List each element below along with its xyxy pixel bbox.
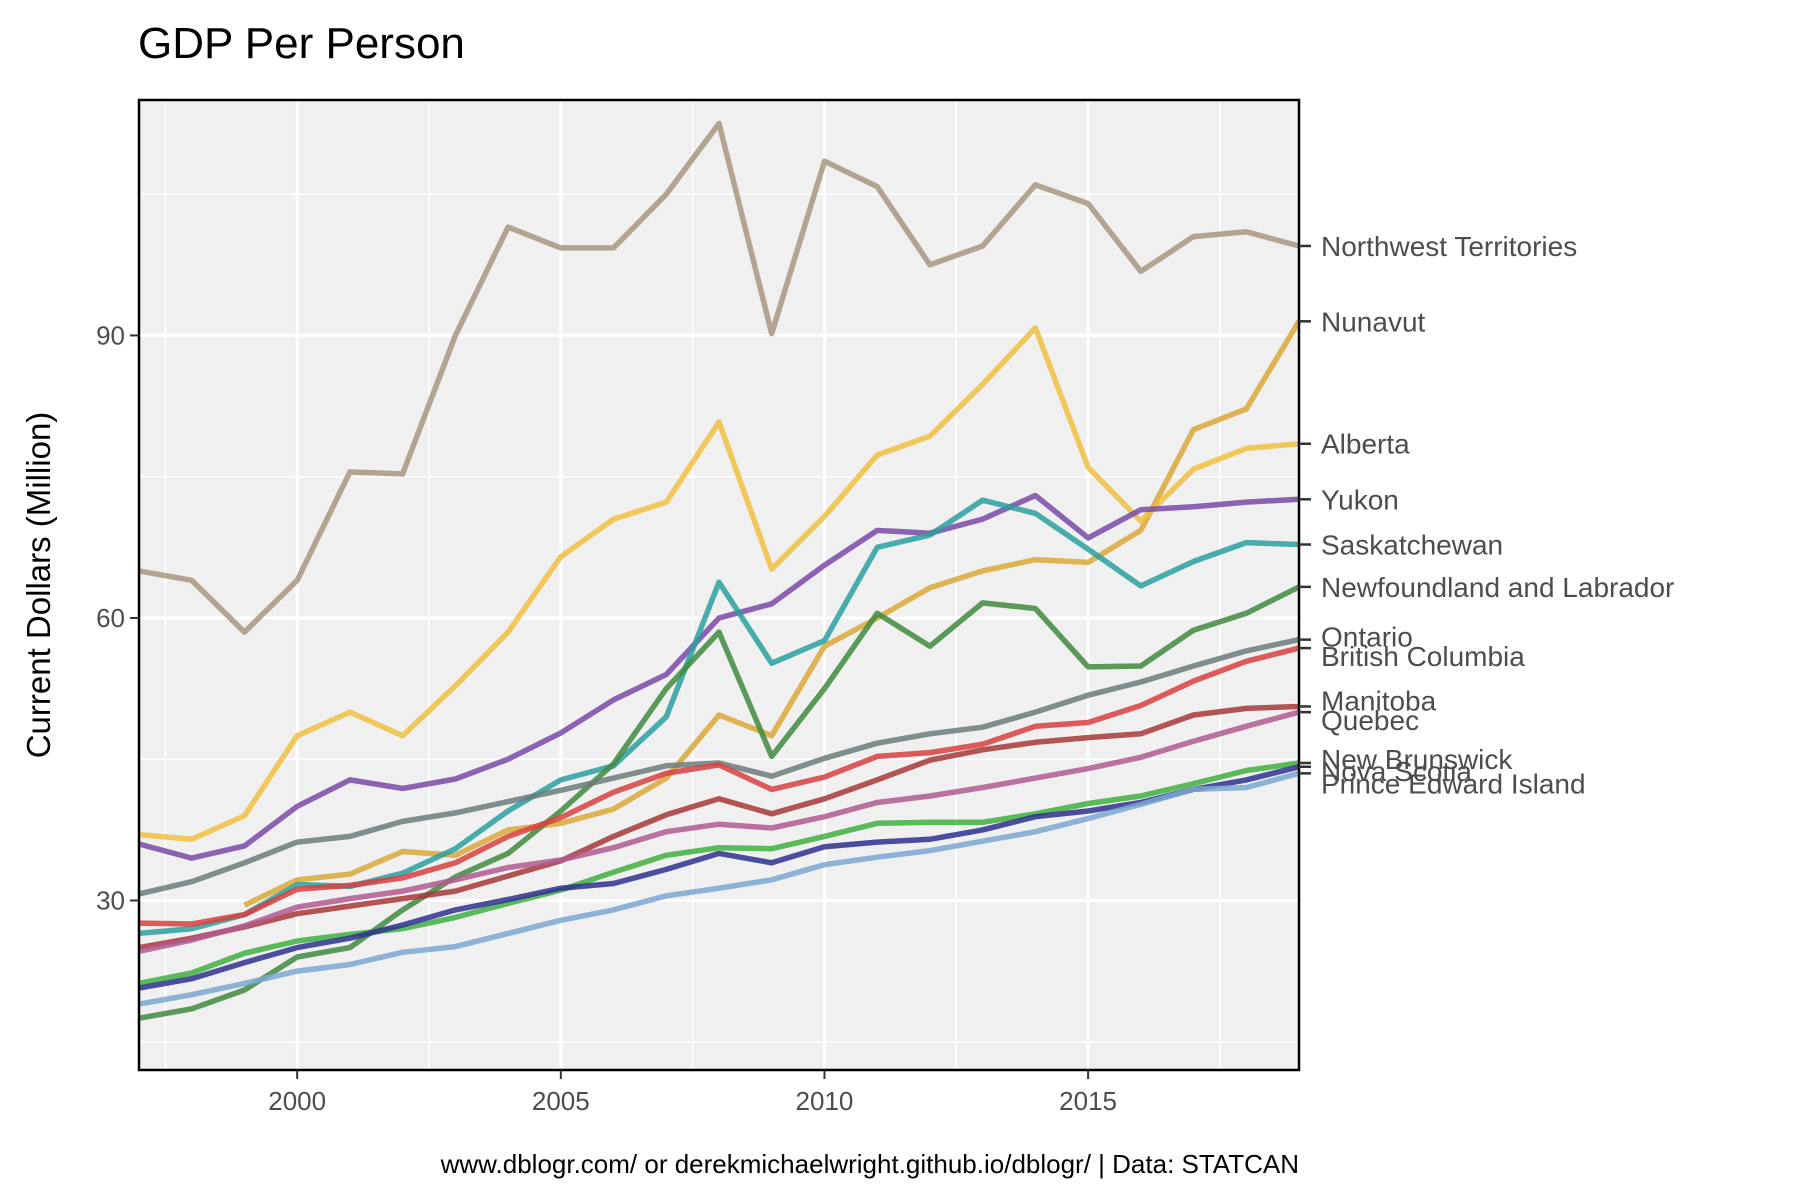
- x-tick-label: 2015: [1059, 1086, 1117, 1116]
- series-label-new-brunswick: New Brunswick: [1321, 744, 1513, 775]
- series-line-british-columbia: [138, 645, 1300, 927]
- series-line-alberta: [138, 325, 1300, 843]
- series-lines: [138, 120, 1302, 1021]
- y-tick-label: 30: [96, 885, 125, 915]
- series-label-manitoba: Manitoba: [1321, 685, 1437, 716]
- series-labels: Northwest Territories Nunavut Alberta Yukon…: [1299, 231, 1674, 799]
- x-tick-label: 2005: [532, 1086, 590, 1116]
- series-line-newfoundland-and-labrador: [138, 584, 1301, 1021]
- series-line-nova-scotia: [138, 764, 1300, 991]
- series-label-newfoundland-and-labrador: Newfoundland and Labrador: [1321, 572, 1674, 603]
- series-label-quebec: Quebec: [1321, 705, 1419, 736]
- y-tick-label: 90: [96, 320, 125, 350]
- series-label-nunavut: Nunavut: [1321, 306, 1426, 337]
- series-label-prince-edward-island: Prince Edward Island: [1321, 768, 1586, 799]
- y-tick-label: 60: [96, 603, 125, 633]
- series-label-yukon: Yukon: [1321, 484, 1399, 515]
- x-axis-ticks: 2000 2005 2010 2015: [268, 1070, 1117, 1116]
- plot-border: [137, 98, 1301, 1072]
- series-line-northwest-territories: [138, 120, 1300, 635]
- series-label-ontario: Ontario: [1321, 622, 1413, 653]
- series-line-quebec: [138, 709, 1300, 954]
- x-tick-label: 2010: [796, 1086, 854, 1116]
- chart-title: GDP Per Person: [138, 19, 465, 68]
- x-tick-label: 2000: [268, 1086, 326, 1116]
- series-line-yukon: [138, 492, 1300, 861]
- series-line-new-brunswick: [138, 760, 1300, 987]
- series-label-nova-scotia: Nova Scotia: [1321, 756, 1472, 787]
- chart-caption: www.dblogr.com/ or derekmichaelwright.gi…: [440, 1149, 1299, 1179]
- series-line-manitoba: [138, 703, 1300, 951]
- y-axis-ticks: 30 60 90: [96, 320, 139, 915]
- series-line-prince-edward-island: [138, 770, 1300, 1007]
- series-line-nunavut: [243, 319, 1302, 908]
- y-axis-label: Current Dollars (Million): [20, 412, 57, 759]
- series-label-northwest-territories: Northwest Territories: [1321, 231, 1577, 262]
- series-label-saskatchewan: Saskatchewan: [1321, 530, 1503, 561]
- series-label-alberta: Alberta: [1321, 429, 1410, 460]
- series-label-british-columbia: British Columbia: [1321, 641, 1525, 672]
